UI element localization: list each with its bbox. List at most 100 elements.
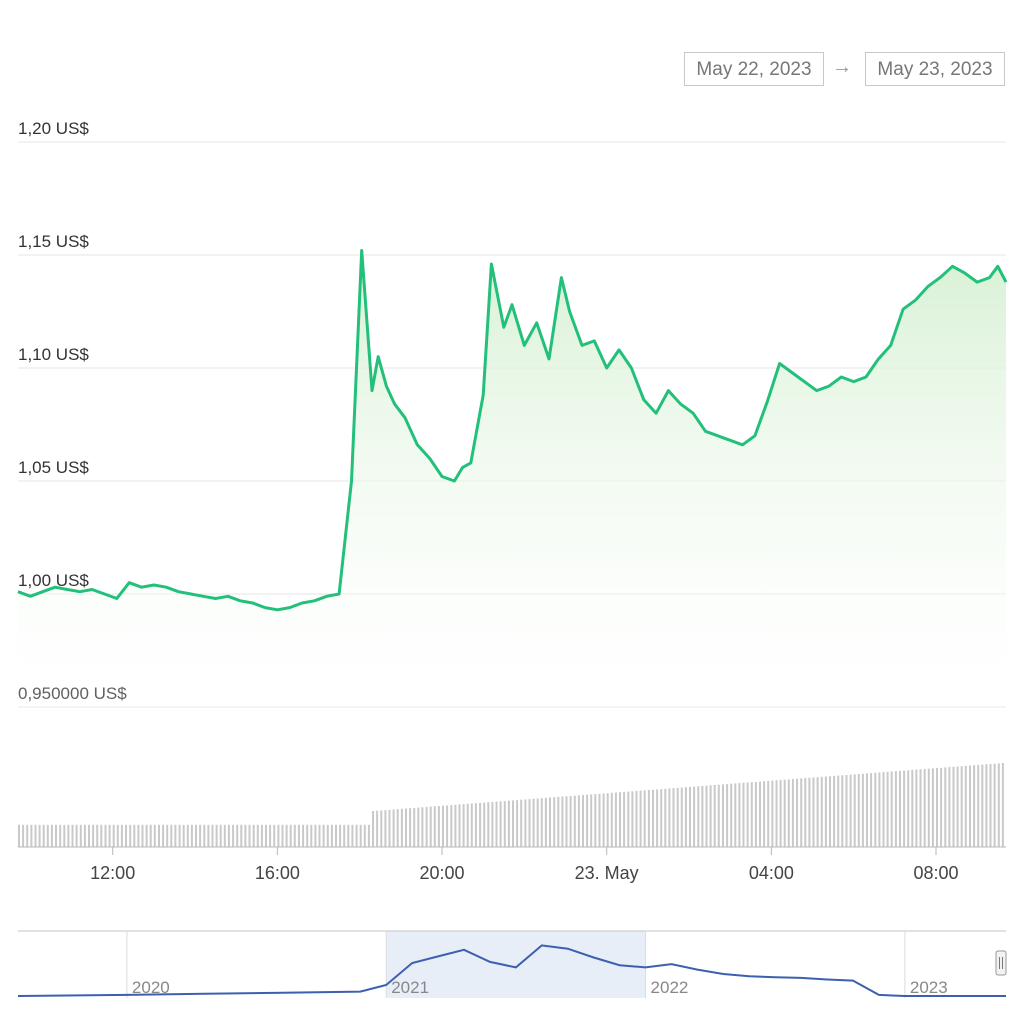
volume-bar <box>738 783 741 847</box>
price-line[interactable] <box>17 249 1008 612</box>
volume-bar <box>977 764 980 847</box>
volume-bar <box>207 824 210 847</box>
volume-bar <box>927 768 930 847</box>
volume-bar <box>265 824 267 847</box>
volume-bar <box>372 811 374 847</box>
volume-bar <box>199 824 202 847</box>
volume-bar <box>594 794 597 847</box>
volume-bar <box>516 800 519 847</box>
volume-bar <box>722 784 724 847</box>
volume-bar <box>466 803 469 847</box>
volume-bar <box>343 824 346 847</box>
volume-bar <box>495 801 498 847</box>
volume-bar <box>754 781 757 847</box>
volume-bar <box>911 769 914 847</box>
volume-bar <box>960 766 963 847</box>
volume-bar <box>882 772 885 847</box>
navigator-year-label: 2021 <box>391 978 429 997</box>
volume-bar <box>787 779 790 847</box>
volume-bar <box>405 808 407 847</box>
volume-bar <box>83 824 86 847</box>
volume-bar <box>203 824 206 847</box>
volume-bar <box>100 824 103 847</box>
volume-bar <box>944 767 947 847</box>
volume-bar <box>141 824 144 847</box>
y-tick-label: 1,00 US$ <box>18 571 89 590</box>
volume-bar <box>339 824 342 847</box>
volume-bar <box>63 824 66 847</box>
volume-bar <box>158 824 160 847</box>
volume-bar <box>573 795 576 847</box>
volume-bar <box>664 788 667 847</box>
volume-bar <box>396 809 399 847</box>
volume-bar <box>524 799 527 847</box>
volume-bar <box>619 792 621 847</box>
volume-bar <box>384 810 387 847</box>
volume-bar <box>627 791 630 847</box>
volume-bar <box>689 786 691 847</box>
range-to-input[interactable]: May 23, 2023 <box>865 52 1005 86</box>
volume-bar <box>643 790 646 847</box>
volume-bar <box>174 824 177 847</box>
volume-bar <box>92 824 95 847</box>
volume-bar <box>240 824 243 847</box>
volume-bar <box>656 789 659 847</box>
volume-bar <box>952 766 955 847</box>
volume-bar <box>487 802 490 847</box>
volume-bar <box>590 794 593 847</box>
x-tick-label: 16:00 <box>255 863 300 883</box>
volume-bar <box>672 788 675 847</box>
volume-bar <box>520 799 523 847</box>
volume-bar <box>680 787 683 847</box>
x-tick-label: 23. May <box>575 863 639 883</box>
volume-bar <box>528 799 531 847</box>
volume-bar <box>116 824 119 847</box>
range-from-input[interactable]: May 22, 2023 <box>684 52 824 86</box>
y-tick-label: 1,15 US$ <box>18 232 89 251</box>
volume-bar <box>269 824 272 847</box>
volume-bar <box>318 824 321 847</box>
volume-bar <box>565 796 568 847</box>
volume-bar <box>742 782 745 847</box>
volume-bar <box>289 824 292 847</box>
volume-bar <box>170 824 173 847</box>
volume-bar <box>684 787 687 847</box>
volume-bar <box>553 797 556 847</box>
volume-bar <box>227 824 230 847</box>
volume-bar <box>22 824 25 847</box>
navigator-handle[interactable] <box>995 950 1007 976</box>
volume-bar <box>845 775 848 847</box>
volume-bar <box>582 795 584 847</box>
navigator[interactable]: 2020 2021 2022 2023 <box>17 930 1007 998</box>
volume-bar <box>232 824 235 847</box>
navigator-selection[interactable] <box>386 931 646 998</box>
x-axis: 12:00 16:00 20:00 23. May 04:00 08:00 <box>90 847 959 883</box>
x-tick-label: 08:00 <box>913 863 958 883</box>
volume-bar <box>75 824 78 847</box>
volume-bar <box>829 776 831 847</box>
volume-bar <box>483 802 486 847</box>
volume-bar <box>182 824 185 847</box>
volume-bar <box>652 789 654 847</box>
range-arrow-icon: → <box>832 56 852 78</box>
volume-bar <box>248 824 251 847</box>
volume-bar <box>470 803 473 847</box>
volume-bar <box>330 824 333 847</box>
volume-bar <box>260 824 263 847</box>
volume-bar <box>614 792 617 847</box>
volume-bar <box>104 824 107 847</box>
volume-bar <box>746 782 749 847</box>
volume-bar <box>367 824 370 847</box>
volume-bar <box>18 824 20 847</box>
volume-bar <box>281 824 284 847</box>
volume-bar <box>417 807 420 847</box>
volume-bar <box>936 768 938 847</box>
volume-bar <box>779 780 782 847</box>
volume-bar <box>195 824 197 847</box>
volume-bar <box>380 810 383 847</box>
volume-bar <box>252 824 255 847</box>
volume-bar <box>693 786 696 847</box>
volume-bar <box>355 824 358 847</box>
navigator-line <box>17 944 1006 997</box>
